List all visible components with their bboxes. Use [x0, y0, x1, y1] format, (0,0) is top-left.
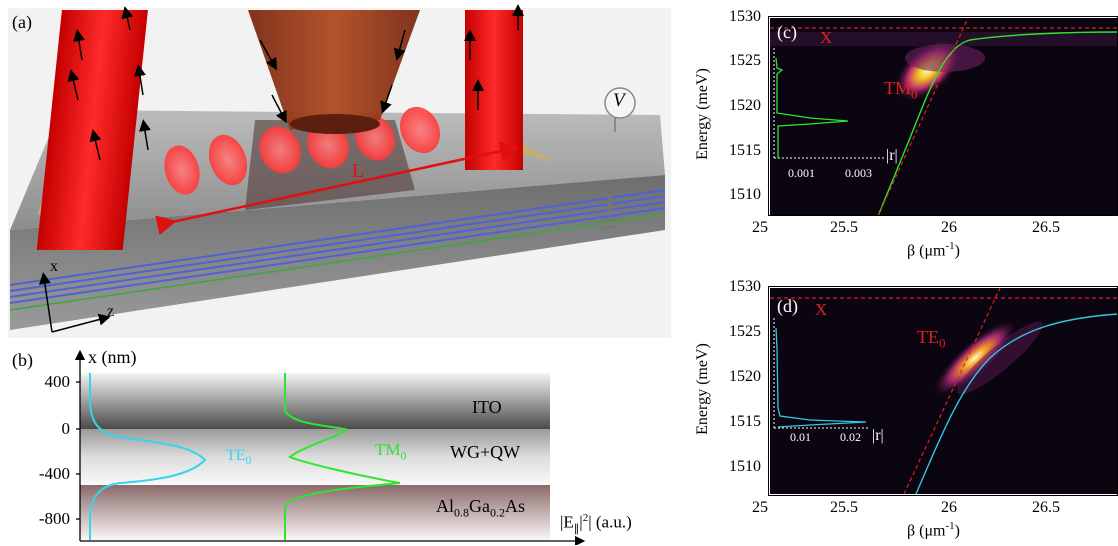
tm0-dispersion	[877, 31, 1118, 216]
voltage-source	[604, 87, 636, 119]
c-xtick-25: 25	[752, 219, 768, 236]
tm0-mode-label: TM0	[884, 78, 918, 102]
ground-icon	[591, 195, 626, 231]
right-beam	[465, 10, 523, 170]
d-ytick-1510: 1510	[729, 458, 761, 475]
te0-dispersion	[915, 313, 1118, 494]
te0-mode-label: TE0	[917, 327, 946, 351]
d-ytick-1530: 1530	[729, 278, 761, 295]
axis-z-label: z	[107, 303, 115, 320]
inset-d-r-label: |r|	[872, 427, 884, 444]
tm0-profile	[284, 373, 401, 540]
b-ytick-400: 400	[44, 372, 71, 391]
c-ytick-1520: 1520	[729, 97, 761, 114]
d-ytick-1520: 1520	[729, 368, 761, 385]
te0-label: TE0	[226, 447, 252, 468]
panel-a-label: (a)	[12, 12, 32, 32]
b-yaxis-label: x (nm)	[88, 347, 137, 367]
c-xtick-26-5: 26.5	[1032, 219, 1060, 236]
panel-c-label: (c)	[777, 22, 797, 42]
dispersion-plot-c	[770, 18, 1118, 216]
b-ytick-0: 0	[61, 419, 71, 438]
b-ytick-m400: -400	[38, 464, 70, 483]
c-ylabel: Energy (meV)	[694, 68, 711, 160]
inset-c-tick-2: 0.003	[845, 166, 872, 180]
b-ytick-m800: -800	[38, 509, 70, 528]
te0-lightline	[903, 288, 1001, 494]
c-xtick-26: 26	[941, 219, 957, 236]
c-ytick-1530: 1530	[729, 8, 761, 25]
exciton-label-d: X	[815, 300, 828, 319]
inset-d-curve	[775, 327, 867, 428]
tm0-lightline	[877, 18, 969, 216]
d-ytick-1515: 1515	[729, 413, 761, 430]
b-xaxis-label: |E∥|2| (a.u.)	[560, 512, 632, 536]
layer-algaas: Al0.8Ga0.2As	[436, 496, 526, 520]
c-ytick-1525: 1525	[729, 52, 761, 69]
d-xtick-26-5: 26.5	[1032, 499, 1060, 516]
d-xtick-25: 25	[752, 499, 768, 516]
inset-c-curve	[775, 57, 849, 158]
panel-d-label: (d)	[777, 296, 798, 316]
d-xtick-25-5: 25.5	[830, 499, 858, 516]
c-ytick-1515: 1515	[729, 142, 761, 159]
layer-wg-qw: WG+QW	[450, 442, 521, 462]
d-ylabel: Energy (meV)	[694, 343, 711, 435]
c-ytick-1510: 1510	[729, 186, 761, 203]
d-xtick-26: 26	[941, 499, 957, 516]
tm0-label: TM0	[375, 440, 407, 463]
panel-b-label: (b)	[12, 350, 33, 370]
quantum-well-layers	[9, 189, 666, 304]
length-label: L	[352, 160, 365, 182]
exciton-label-c: X	[820, 28, 833, 47]
c-xtick-25-5: 25.5	[830, 219, 858, 236]
c-xlabel: β (μm-1)	[907, 240, 960, 260]
dispersion-plot-d	[770, 288, 1118, 494]
coordinate-axes	[38, 272, 111, 333]
mode-profile-plot	[74, 349, 586, 545]
inset-d-tick-2: 0.02	[840, 430, 861, 444]
inset-c-tick-1: 0.001	[788, 166, 815, 180]
inset-c-r-label: |r|	[886, 147, 898, 164]
d-ytick-1525: 1525	[729, 323, 761, 340]
d-xlabel: β (μm-1)	[907, 520, 960, 540]
pump-cone	[248, 10, 420, 130]
device-schematic	[8, 4, 671, 338]
inset-d-tick-1: 0.01	[790, 430, 811, 444]
axis-x-label: x	[50, 258, 58, 275]
layer-ito: ITO	[472, 397, 502, 417]
voltage-label: V	[613, 90, 625, 111]
te0-profile	[89, 373, 207, 540]
